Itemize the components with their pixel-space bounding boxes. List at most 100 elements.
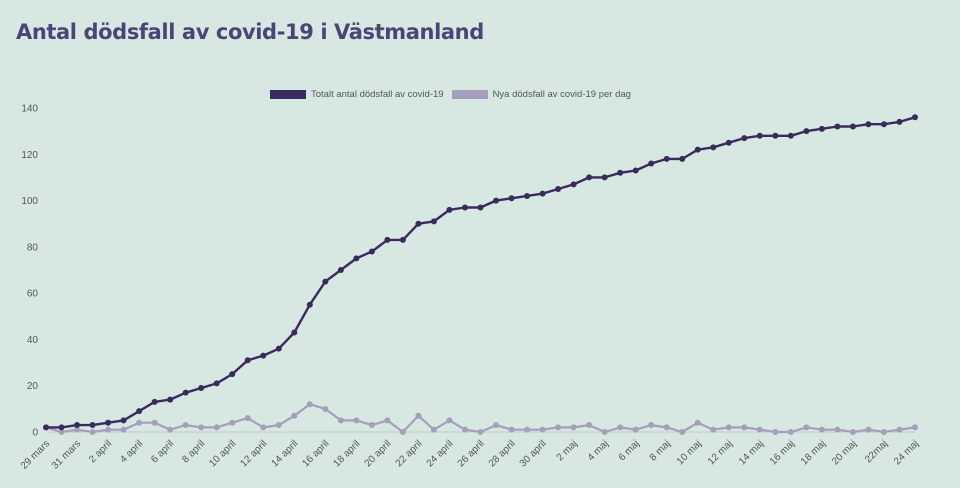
data-point-daily [694,419,701,426]
data-point-daily [415,412,422,419]
data-point-daily [756,426,763,433]
data-point-daily [679,429,686,435]
legend-item-daily[interactable]: Nya dödsfall av covid-19 per dag [451,88,631,100]
x-tick-label: 12 maj [706,438,735,467]
data-point-total [865,121,872,128]
data-point-total [337,267,344,273]
data-point-total [586,174,593,181]
data-point-total [725,139,732,146]
data-point-daily [430,426,437,433]
data-point-daily [772,429,779,435]
data-point-total [353,255,360,262]
y-tick-label: 100 [21,196,38,207]
data-point-total [229,371,236,378]
data-point-total [275,345,282,352]
data-point-daily [182,422,189,429]
data-point-total [818,125,825,132]
data-point-daily [787,429,794,435]
data-point-daily [586,422,593,429]
y-tick-label: 140 [21,104,38,115]
data-point-daily [306,401,313,408]
data-point-total [912,114,918,121]
data-point-total [772,132,779,139]
data-point-daily [384,417,391,424]
y-tick-label: 120 [21,150,38,161]
data-point-total [322,278,329,285]
data-point-total [539,190,546,197]
data-point-daily [508,426,515,433]
data-point-total [105,419,112,426]
data-point-daily [477,429,484,435]
x-tick-label: 20 maj [830,438,859,467]
x-tick-label: 8 april [180,438,207,465]
x-tick-label: 12 april [238,438,269,469]
y-tick-label: 60 [27,289,39,300]
page-title: Antal dödsfall av covid-19 i Västmanland [16,20,484,44]
data-point-total [244,357,251,364]
data-point-daily [818,426,825,433]
data-point-daily [849,429,856,435]
data-point-total [182,389,189,396]
x-tick-label: 22 april [394,438,425,469]
data-point-total [136,408,143,415]
data-point-total [89,422,96,429]
y-tick-label: 80 [27,242,39,253]
legend-label-daily: Nya dödsfall av covid-19 per dag [492,88,631,100]
x-tick-label: 10 maj [675,438,704,467]
x-tick-label: 26 april [456,438,487,469]
data-point-total [524,192,531,199]
data-point-daily [229,419,236,426]
data-point-daily [524,426,531,433]
data-point-daily [555,424,562,431]
x-tick-label: 24 april [425,438,456,469]
data-point-daily [648,422,655,429]
data-point-total [601,174,608,181]
data-point-total [399,236,406,243]
data-point-daily [337,417,344,424]
data-point-daily [710,426,717,433]
data-point-daily [896,426,903,433]
x-tick-label: 28 april [487,438,518,469]
data-point-daily [213,424,220,431]
x-tick-label: 20 april [363,438,394,469]
data-point-total [493,197,500,204]
data-point-total [43,424,49,431]
data-point-daily [136,419,143,426]
data-point-total [756,132,763,139]
data-point-total [446,206,453,213]
data-point-daily [151,419,158,426]
data-point-daily [880,429,887,435]
x-tick-label: 6 maj [617,438,642,463]
data-point-daily [399,429,406,435]
data-point-daily [58,429,65,435]
data-point-daily [368,422,375,429]
x-tick-label: 4 april [118,438,145,465]
legend-item-total[interactable]: Totalt antal dödsfall av covid-19 [270,89,444,100]
x-tick-label: 18 april [331,438,362,469]
series-line-total [46,116,916,429]
data-point-total [803,128,810,135]
x-tick-label: 14 maj [737,438,766,467]
data-point-total [648,160,655,167]
x-tick-label: 6 april [149,438,176,465]
data-point-daily [741,424,748,431]
data-point-total [151,398,158,405]
data-point-daily [89,429,96,435]
data-point-daily [539,426,546,433]
data-point-daily [617,424,624,431]
data-point-total [679,155,686,162]
legend-label-total: Totalt antal dödsfall av covid-19 [311,88,444,100]
data-point-daily [803,424,810,431]
data-point-daily [291,412,298,419]
x-tick-label: 2 maj [555,438,580,463]
data-point-total [632,167,639,174]
data-point-total [198,385,205,392]
data-point-daily [570,424,577,431]
data-point-daily [725,424,732,431]
data-point-daily [198,424,205,431]
x-tick-label: 22maj [863,438,890,465]
data-point-daily [493,422,500,429]
data-point-total [663,155,670,162]
data-point-total [368,248,375,255]
